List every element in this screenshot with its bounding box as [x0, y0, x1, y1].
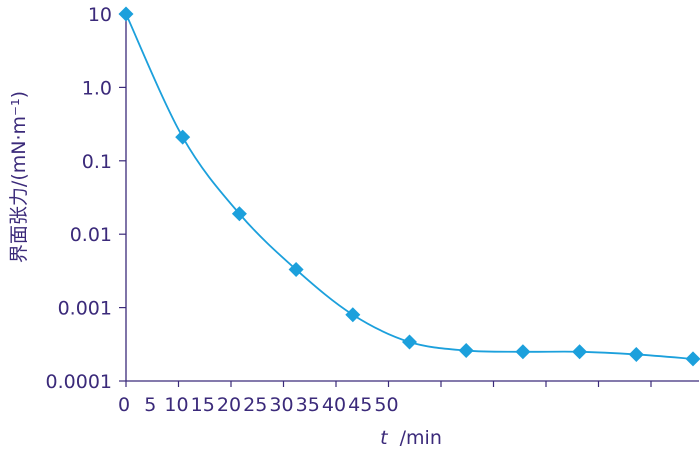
x-tick-label: 25 — [243, 394, 267, 416]
data-point — [288, 262, 304, 278]
data-point — [458, 343, 474, 359]
y-tick-label: 1.0 — [82, 77, 112, 99]
data-point — [175, 129, 191, 145]
data-point — [402, 334, 417, 350]
y-tick-label: 0.001 — [58, 298, 112, 320]
data-point — [118, 6, 134, 22]
axes — [125, 14, 699, 382]
x-tick-label: 45 — [348, 394, 372, 416]
data-point — [231, 206, 247, 222]
y-tick-label: 0.0001 — [46, 371, 112, 393]
x-tick-label: 35 — [296, 394, 320, 416]
x-ticks: 0 5 10 15 20 25 30 35 40 45 50 — [118, 381, 652, 416]
x-tick-label: 5 — [144, 394, 156, 416]
x-axis-title-unit: /min — [400, 427, 442, 449]
fit-curve — [125, 13, 694, 360]
y-tick-label: 10 — [88, 4, 112, 26]
x-tick-label: 15 — [191, 394, 215, 416]
y-tick-label: 0.01 — [70, 224, 112, 246]
x-axis-title: t /min — [380, 427, 442, 449]
data-point — [685, 351, 700, 367]
x-tick-label: 30 — [269, 394, 293, 416]
x-tick-label: 50 — [374, 394, 398, 416]
y-axis-title: 界面张力/(mN·m⁻¹) — [8, 91, 30, 263]
x-tick-label: 10 — [164, 394, 188, 416]
y-tick-label: 0.1 — [82, 151, 112, 173]
data-points — [118, 6, 700, 367]
x-tick-label: 0 — [118, 394, 130, 416]
data-point — [345, 307, 361, 323]
x-tick-label: 20 — [217, 394, 241, 416]
data-point — [628, 346, 644, 362]
y-ticks: 10 1.0 0.1 0.01 0.001 0.0001 — [46, 4, 126, 393]
data-point — [572, 344, 588, 360]
x-tick-label: 40 — [322, 394, 346, 416]
data-point — [515, 344, 531, 360]
x-axis-title-variable: t — [380, 427, 389, 449]
